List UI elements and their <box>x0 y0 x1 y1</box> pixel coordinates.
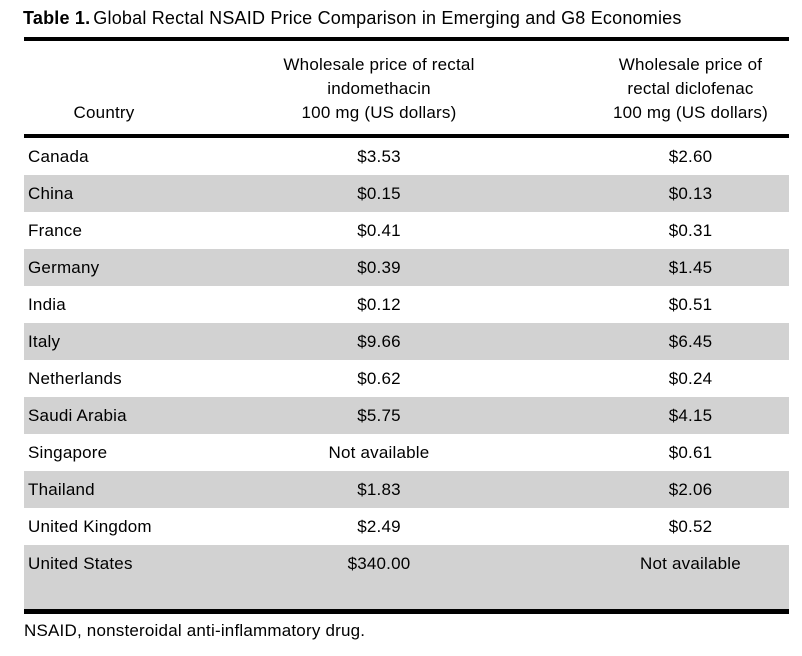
indomethacin-price-cell: $0.15 <box>357 183 401 203</box>
country-cell: Singapore <box>28 442 108 462</box>
column-header-diclofenac-line2: rectal diclofenac <box>627 79 754 98</box>
column-header-diclofenac-price: Wholesale price of rectal diclofenac 100… <box>574 41 789 138</box>
country-cell: United States <box>28 554 133 573</box>
table-row: United States $340.00 Not available <box>24 545 789 609</box>
indomethacin-price-cell: $0.12 <box>357 294 401 314</box>
header-row: Country Wholesale price of rectal indome… <box>24 41 789 138</box>
column-header-indomethacin-line2: indomethacin <box>327 79 431 98</box>
column-header-country: Country <box>24 41 184 138</box>
indomethacin-price-cell: $0.41 <box>357 220 401 240</box>
indomethacin-price-cell: $3.53 <box>357 146 401 166</box>
country-cell: India <box>28 294 66 314</box>
diclofenac-price-cell: $2.60 <box>668 146 713 166</box>
diclofenac-price-cell: $2.06 <box>668 479 713 499</box>
column-header-indomethacin-line3: 100 mg (US dollars) <box>301 103 457 122</box>
table-row: Thailand $1.83 $2.06 <box>24 471 789 508</box>
table-row: Saudi Arabia $5.75 $4.15 <box>24 397 789 434</box>
table-caption: Table 1. Global Rectal NSAID Price Compar… <box>23 7 682 29</box>
country-cell: France <box>28 220 83 240</box>
table-caption-title: Global Rectal NSAID Price Comparison in … <box>93 8 682 28</box>
diclofenac-price-cell: $1.45 <box>668 257 713 277</box>
table-row: Netherlands $0.62 $0.24 <box>24 360 789 397</box>
indomethacin-price-cell: $5.75 <box>357 405 401 425</box>
column-header-diclofenac-line3: 100 mg (US dollars) <box>613 103 768 122</box>
diclofenac-price-cell: $0.24 <box>668 368 713 388</box>
diclofenac-price-cell: Not available <box>640 554 741 573</box>
table-row: United Kingdom $2.49 $0.52 <box>24 508 789 545</box>
indomethacin-price-cell: $9.66 <box>357 331 401 351</box>
diclofenac-price-cell: $0.61 <box>668 442 713 462</box>
column-header-country-label: Country <box>73 103 135 122</box>
country-cell: Italy <box>28 331 61 351</box>
column-header-indomethacin-price: Wholesale price of rectal indomethacin 1… <box>184 41 574 138</box>
column-header-indomethacin-line1: Wholesale price of rectal <box>283 55 475 74</box>
diclofenac-price-cell: $4.15 <box>668 405 713 425</box>
indomethacin-price-cell: $0.39 <box>357 257 401 277</box>
price-comparison-table: Country Wholesale price of rectal indome… <box>24 37 789 614</box>
country-cell: United Kingdom <box>28 516 152 536</box>
table-body: Canada $3.53 $2.60 China $0.15 $0.13 France $0.… <box>24 138 789 609</box>
country-cell: Saudi Arabia <box>28 405 127 425</box>
table-row: China $0.15 $0.13 <box>24 175 789 212</box>
indomethacin-price-cell: $340.00 <box>347 554 411 573</box>
table-row: India $0.12 $0.51 <box>24 286 789 323</box>
diclofenac-price-cell: $0.31 <box>668 220 713 240</box>
diclofenac-price-cell: $0.51 <box>668 294 713 314</box>
indomethacin-price-cell: $0.62 <box>357 368 401 388</box>
country-cell: China <box>28 183 74 203</box>
table-row: France $0.41 $0.31 <box>24 212 789 249</box>
country-cell: Canada <box>28 146 89 166</box>
table-row: Italy $9.66 $6.45 <box>24 323 789 360</box>
indomethacin-price-cell: Not available <box>328 442 430 462</box>
country-cell: Netherlands <box>28 368 122 388</box>
table-header: Country Wholesale price of rectal indome… <box>24 41 789 138</box>
table-row: Germany $0.39 $1.45 <box>24 249 789 286</box>
table-caption-label: Table 1. <box>23 8 91 28</box>
diclofenac-price-cell: $6.45 <box>668 331 713 351</box>
table-row: Canada $3.53 $2.60 <box>24 138 789 175</box>
table-footnote: NSAID, nonsteroidal anti-inflammatory dr… <box>24 621 366 640</box>
diclofenac-price-cell: $0.52 <box>668 516 713 536</box>
country-cell: Thailand <box>28 479 95 499</box>
column-header-diclofenac-line1: Wholesale price of <box>618 55 763 74</box>
diclofenac-price-cell: $0.13 <box>668 183 713 203</box>
table-row: Singapore Not available $0.61 <box>24 434 789 471</box>
country-cell: Germany <box>28 257 100 277</box>
indomethacin-price-cell: $1.83 <box>357 479 401 499</box>
indomethacin-price-cell: $2.49 <box>357 516 401 536</box>
